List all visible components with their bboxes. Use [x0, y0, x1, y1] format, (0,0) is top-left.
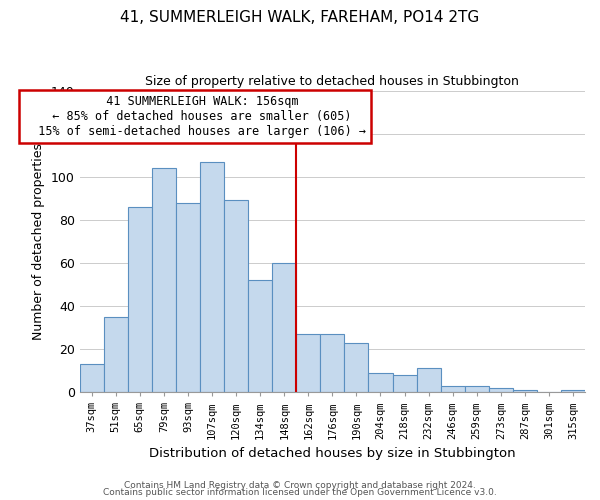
Y-axis label: Number of detached properties: Number of detached properties	[32, 143, 46, 340]
X-axis label: Distribution of detached houses by size in Stubbington: Distribution of detached houses by size …	[149, 447, 515, 460]
Bar	[489, 388, 513, 392]
Bar	[104, 316, 128, 392]
Bar	[513, 390, 537, 392]
Bar	[561, 390, 585, 392]
Bar	[248, 280, 272, 392]
Bar	[80, 364, 104, 392]
Bar	[416, 368, 440, 392]
Bar	[344, 342, 368, 392]
Bar	[320, 334, 344, 392]
Bar	[464, 386, 489, 392]
Text: 41 SUMMERLEIGH WALK: 156sqm
  ← 85% of detached houses are smaller (605)
  15% o: 41 SUMMERLEIGH WALK: 156sqm ← 85% of det…	[24, 95, 366, 138]
Bar	[128, 207, 152, 392]
Bar	[368, 373, 392, 392]
Bar	[392, 375, 416, 392]
Bar	[272, 263, 296, 392]
Bar	[440, 386, 464, 392]
Bar	[152, 168, 176, 392]
Bar	[224, 200, 248, 392]
Text: Contains public sector information licensed under the Open Government Licence v3: Contains public sector information licen…	[103, 488, 497, 497]
Text: 41, SUMMERLEIGH WALK, FAREHAM, PO14 2TG: 41, SUMMERLEIGH WALK, FAREHAM, PO14 2TG	[121, 10, 479, 25]
Bar	[200, 162, 224, 392]
Bar	[176, 202, 200, 392]
Title: Size of property relative to detached houses in Stubbington: Size of property relative to detached ho…	[145, 75, 519, 88]
Bar	[296, 334, 320, 392]
Text: Contains HM Land Registry data © Crown copyright and database right 2024.: Contains HM Land Registry data © Crown c…	[124, 480, 476, 490]
